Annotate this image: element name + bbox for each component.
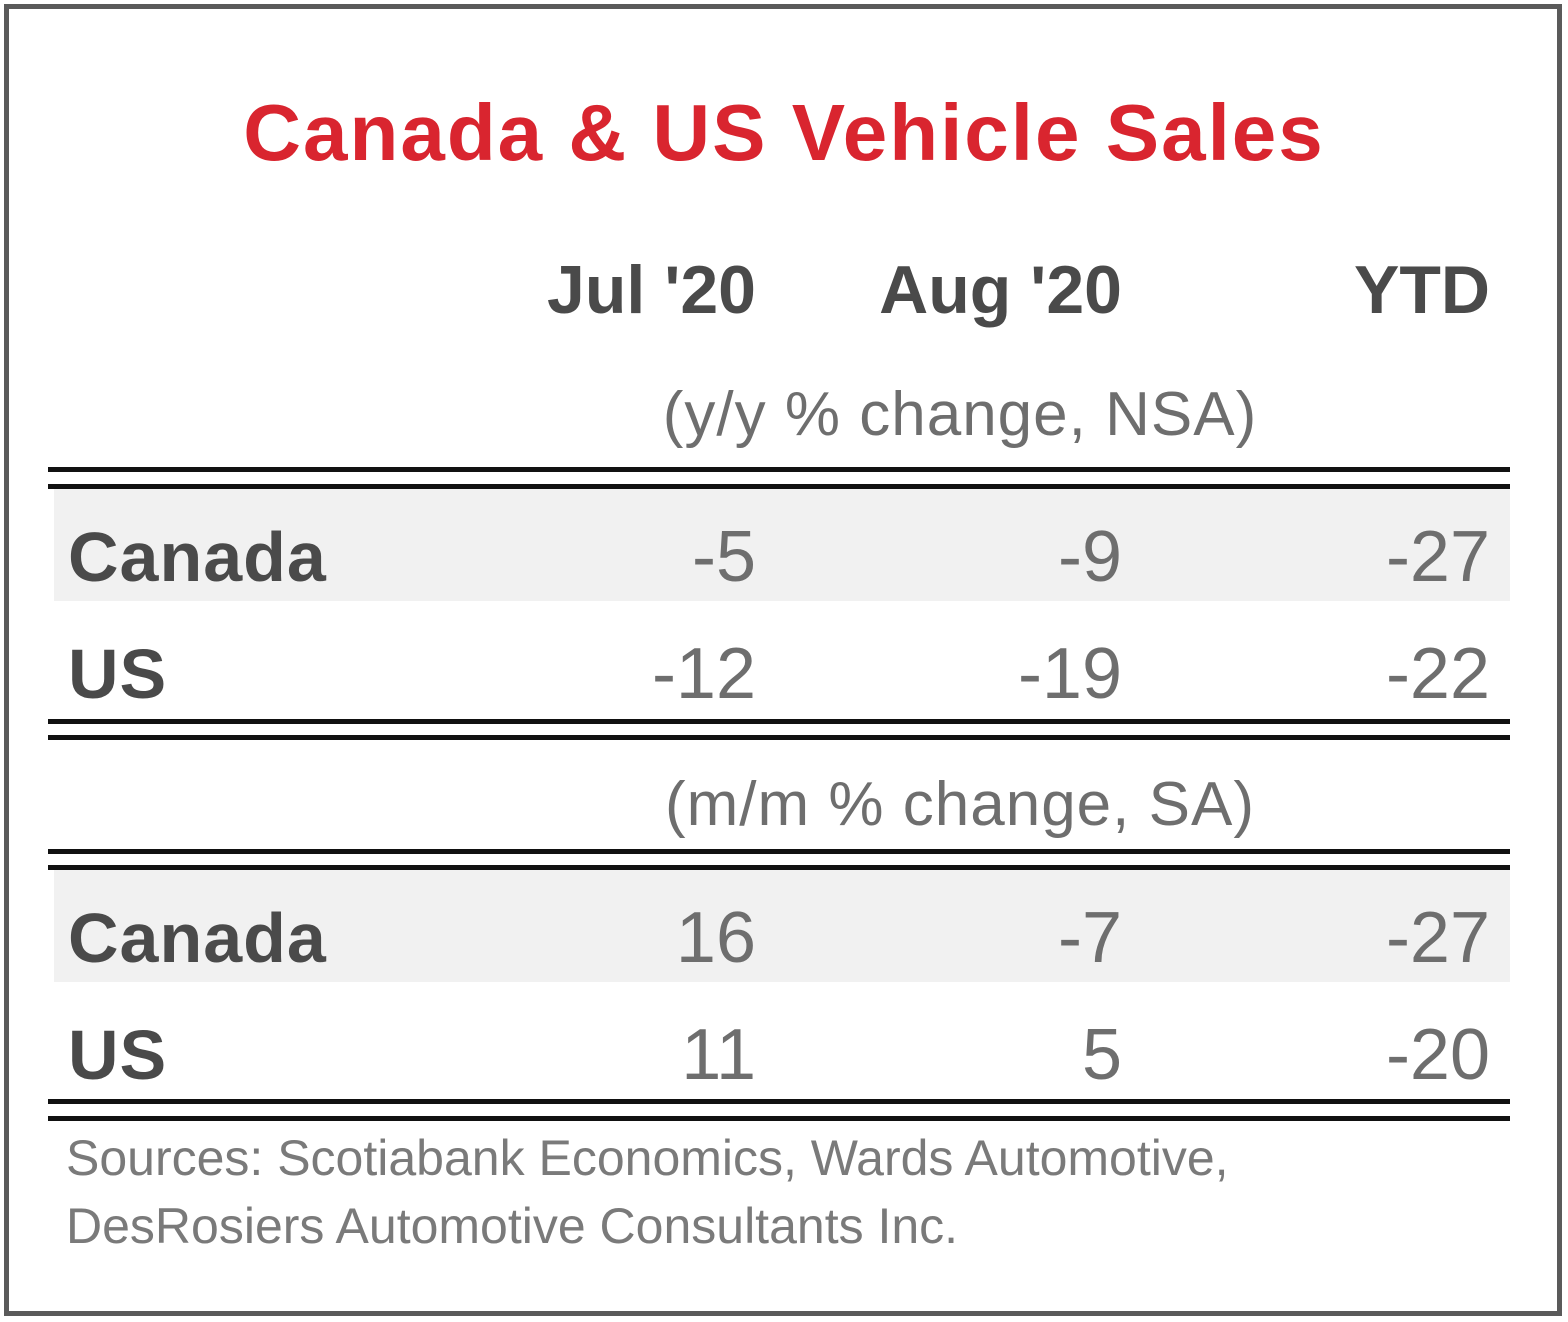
sources-line-1: Sources: Scotiabank Economics, Wards Aut… bbox=[66, 1130, 1229, 1186]
cell-us-mm-jul: 11 bbox=[681, 1015, 756, 1095]
cell-canada-mm-aug: -7 bbox=[1057, 898, 1122, 978]
rule-bottom-1b bbox=[48, 735, 1510, 740]
row-shade-canada-yy bbox=[54, 489, 1510, 601]
cell-canada-yy-ytd: -27 bbox=[1385, 517, 1490, 597]
table-title: Canada & US Vehicle Sales bbox=[243, 88, 1325, 177]
row-label-us-mm: US bbox=[68, 1016, 168, 1094]
row-label-canada-mm: Canada bbox=[68, 899, 327, 977]
table-frame bbox=[4, 4, 1562, 1316]
column-header-aug: Aug '20 bbox=[879, 252, 1122, 328]
row-label-canada-yy: Canada bbox=[68, 518, 327, 596]
column-header-ytd: YTD bbox=[1354, 252, 1490, 328]
cell-us-yy-aug: -19 bbox=[1017, 634, 1122, 714]
row-label-us-yy: US bbox=[68, 635, 168, 713]
rule-bottom-2a bbox=[48, 1099, 1510, 1104]
row-shade-canada-mm bbox=[54, 870, 1510, 982]
cell-us-yy-ytd: -22 bbox=[1385, 634, 1490, 714]
cell-us-mm-ytd: -20 bbox=[1385, 1015, 1490, 1095]
cell-canada-yy-aug: -9 bbox=[1057, 517, 1122, 597]
rule-top-2a bbox=[48, 849, 1510, 854]
cell-canada-mm-jul: 16 bbox=[675, 898, 756, 978]
section-label-mm: (m/m % change, SA) bbox=[665, 770, 1255, 839]
cell-canada-mm-ytd: -27 bbox=[1385, 898, 1490, 978]
column-header-jul: Jul '20 bbox=[547, 252, 756, 328]
rule-bottom-1a bbox=[48, 719, 1510, 724]
rule-top-2b bbox=[48, 865, 1510, 870]
rule-bottom-2b bbox=[48, 1116, 1510, 1121]
sources-line-2: DesRosiers Automotive Consultants Inc. bbox=[66, 1198, 959, 1254]
rule-top-1b bbox=[48, 484, 1510, 489]
section-label-yy: (y/y % change, NSA) bbox=[662, 380, 1258, 449]
cell-canada-yy-jul: -5 bbox=[691, 517, 756, 597]
rule-top-1a bbox=[48, 467, 1510, 472]
cell-us-mm-aug: 5 bbox=[1081, 1015, 1122, 1095]
cell-us-yy-jul: -12 bbox=[651, 634, 756, 714]
